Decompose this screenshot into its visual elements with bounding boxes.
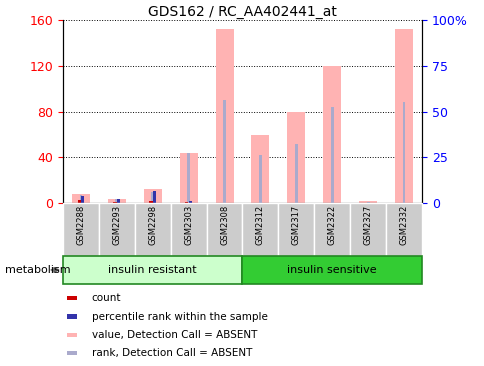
Bar [188, 201, 192, 203]
Bar [117, 198, 120, 203]
Bar [107, 198, 125, 203]
Text: GSM2308: GSM2308 [220, 205, 228, 245]
Bar [330, 107, 333, 203]
Bar [185, 202, 188, 203]
Bar [66, 351, 77, 355]
Text: GSM2317: GSM2317 [291, 205, 300, 245]
Bar [66, 333, 77, 337]
Bar [349, 203, 385, 256]
Bar [77, 200, 81, 203]
Bar [251, 134, 269, 203]
Bar [63, 256, 242, 284]
Bar [402, 102, 405, 203]
Bar [135, 203, 170, 256]
Bar [358, 201, 376, 203]
Bar [215, 29, 233, 203]
Text: GSM2327: GSM2327 [363, 205, 372, 245]
Bar [322, 66, 340, 203]
Text: insulin sensitive: insulin sensitive [287, 265, 376, 275]
Bar [99, 203, 135, 256]
Text: GSM2312: GSM2312 [256, 205, 264, 245]
Bar [72, 194, 90, 203]
Bar [385, 203, 421, 256]
Text: value, Detection Call = ABSENT: value, Detection Call = ABSENT [91, 330, 257, 340]
Bar [242, 203, 278, 256]
Bar [294, 143, 297, 203]
Bar [143, 190, 161, 203]
Bar [278, 203, 314, 256]
Bar [170, 203, 206, 256]
Bar [66, 296, 77, 300]
Bar [287, 112, 304, 203]
Bar [151, 192, 154, 203]
Text: GSM2298: GSM2298 [148, 205, 157, 245]
Bar [63, 203, 99, 256]
Bar [149, 201, 152, 203]
Text: GSM2303: GSM2303 [184, 205, 193, 245]
Bar [394, 29, 412, 203]
Bar [366, 202, 369, 203]
Bar [206, 203, 242, 256]
Bar [223, 100, 226, 203]
Text: metabolism: metabolism [5, 265, 70, 275]
Bar [152, 191, 156, 203]
Bar [115, 198, 118, 203]
Text: GSM2322: GSM2322 [327, 205, 336, 245]
Bar [179, 153, 197, 203]
Bar [242, 256, 421, 284]
Bar [81, 196, 84, 203]
Title: GDS162 / RC_AA402441_at: GDS162 / RC_AA402441_at [148, 5, 336, 19]
Text: GSM2293: GSM2293 [112, 205, 121, 245]
Bar [314, 203, 349, 256]
Text: GSM2332: GSM2332 [399, 205, 408, 245]
Text: count: count [91, 293, 121, 303]
Text: rank, Detection Call = ABSENT: rank, Detection Call = ABSENT [91, 348, 252, 358]
Bar [79, 195, 82, 203]
Bar [258, 155, 261, 203]
Bar [113, 202, 117, 203]
Text: GSM2288: GSM2288 [76, 205, 85, 245]
Bar [66, 314, 77, 319]
Text: percentile rank within the sample: percentile rank within the sample [91, 311, 267, 322]
Text: insulin resistant: insulin resistant [108, 265, 197, 275]
Bar [187, 153, 190, 203]
